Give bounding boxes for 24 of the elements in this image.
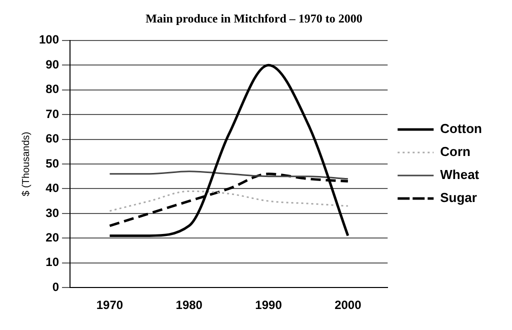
- line-series: [108, 64, 350, 237]
- y-tick-label: 40: [46, 181, 60, 196]
- line-series: [108, 190, 349, 212]
- line-series: [108, 170, 349, 180]
- y-tick-label: 80: [46, 82, 60, 96]
- legend-label: Wheat: [440, 167, 480, 182]
- y-tick-label: 0: [52, 280, 60, 294]
- y-tick-label: 70: [46, 106, 60, 121]
- legend-label: Sugar: [440, 190, 477, 206]
- x-tick-label: 1970: [96, 298, 124, 312]
- y-tick-label: 100: [38, 32, 60, 47]
- y-tick-label: 10: [46, 255, 60, 270]
- y-tick-label: 30: [46, 206, 60, 220]
- x-tick-label: 1990: [255, 298, 282, 312]
- y-axis-title: $ (Thousands): [20, 132, 32, 196]
- x-tick-label: 1980: [176, 298, 203, 312]
- y-tick-label: 20: [46, 230, 60, 244]
- x-tick-label: 2000: [334, 298, 362, 312]
- chart-title: Main produce in Mitchford – 1970 to 2000: [146, 11, 362, 26]
- legend-label: Corn: [440, 144, 471, 160]
- legend-label: Cotton: [440, 121, 482, 136]
- y-tick-label: 60: [46, 132, 60, 146]
- y-tick-label: 90: [46, 57, 60, 72]
- y-tick-label: 50: [46, 156, 60, 170]
